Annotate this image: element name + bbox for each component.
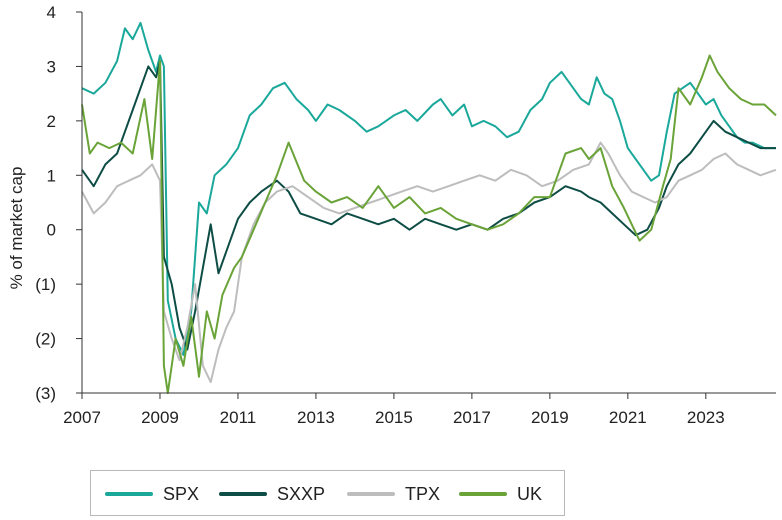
x-axis-ticks: 2007 2009 2011 2013 2015 2017 2019 2021 2023 <box>63 393 725 427</box>
x-tick-label: 2011 <box>220 408 257 427</box>
x-tick-label: 2019 <box>531 408 569 427</box>
legend-label-uk: UK <box>517 483 543 504</box>
x-tick-label: 2007 <box>63 408 101 427</box>
y-tick-label: 3 <box>47 57 56 76</box>
y-tick-label: (2) <box>35 330 56 349</box>
y-tick-label: 4 <box>47 3 56 22</box>
x-tick-label: 2015 <box>375 408 413 427</box>
series-line-sxxp <box>81 60 776 351</box>
y-axis-ticks: 4 3 2 1 0 (1) (2) (3) <box>35 3 82 403</box>
x-tick-label: 2021 <box>609 408 647 427</box>
y-tick-label: 2 <box>47 112 56 131</box>
legend-label-tpx: TPX <box>405 483 441 504</box>
legend-item-tpx: TPX <box>347 483 440 505</box>
y-tick-label: 1 <box>47 166 56 185</box>
y-axis-title: % of market cap <box>7 167 26 290</box>
legend-label-spx: SPX <box>163 483 200 504</box>
y-tick-label: (1) <box>35 275 56 294</box>
x-tick-label: 2009 <box>141 408 179 427</box>
legend-swatch-tpx <box>347 492 395 496</box>
legend: SPX SXXP TPX UK <box>90 470 565 516</box>
series-line-uk <box>81 54 777 394</box>
plot-lines <box>81 21 777 394</box>
x-tick-label: 2017 <box>453 408 491 427</box>
legend-item-sxxp: SXXP <box>219 483 325 505</box>
legend-swatch-spx <box>105 492 153 496</box>
series-line-tpx <box>81 141 777 384</box>
legend-item-uk: UK <box>459 483 542 505</box>
x-tick-label: 2013 <box>297 408 335 427</box>
y-tick-label: (3) <box>35 384 56 403</box>
y-tick-label: 0 <box>47 221 56 240</box>
legend-label-sxxp: SXXP <box>277 483 326 504</box>
legend-swatch-uk <box>459 492 507 496</box>
legend-swatch-sxxp <box>219 492 267 496</box>
x-tick-label: 2023 <box>687 408 725 427</box>
legend-item-spx: SPX <box>105 483 199 505</box>
